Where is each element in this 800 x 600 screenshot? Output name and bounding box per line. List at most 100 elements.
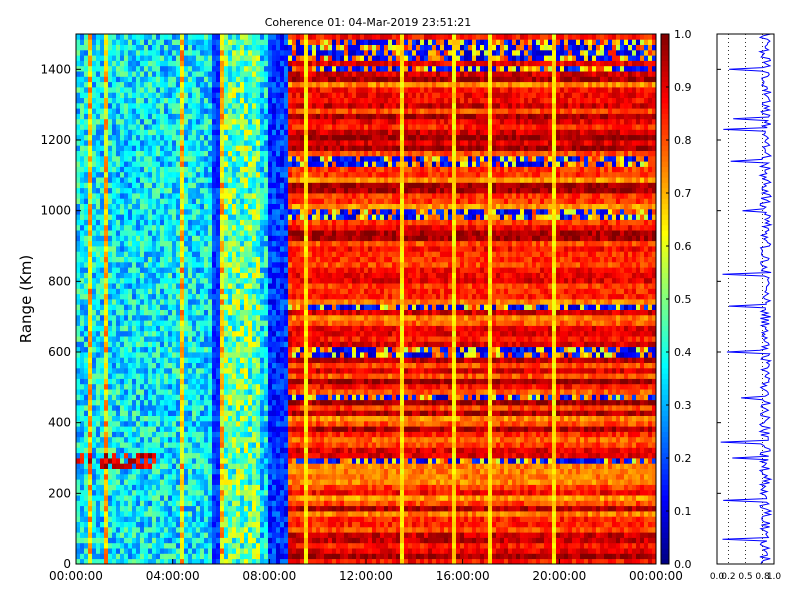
heatmap-cell	[120, 399, 125, 406]
heatmap-cell	[208, 378, 213, 385]
heatmap-cell	[168, 357, 173, 363]
heatmap-cell	[264, 97, 269, 104]
heatmap-cell	[200, 214, 205, 220]
heatmap-cell	[244, 299, 249, 305]
heatmap-cell	[216, 389, 221, 395]
heatmap-cell	[112, 373, 117, 379]
heatmap-cell	[132, 44, 137, 51]
heatmap-cell	[136, 240, 141, 247]
heatmap-cell	[128, 532, 133, 538]
heatmap-cell	[248, 314, 253, 321]
heatmap-cell	[168, 325, 173, 332]
heatmap-cell	[180, 288, 185, 295]
heatmap-cell	[212, 193, 217, 199]
heatmap-cell	[268, 55, 273, 61]
heatmap-cell	[192, 309, 197, 316]
heatmap-cell	[132, 145, 137, 151]
heatmap-cell	[200, 367, 205, 374]
heatmap-cell	[216, 532, 221, 538]
heatmap-cell	[196, 309, 201, 316]
heatmap-cell	[268, 256, 273, 263]
heatmap-cell	[156, 251, 161, 257]
heatmap-cell	[268, 203, 273, 210]
heatmap-cell	[156, 431, 161, 438]
heatmap-cell	[216, 140, 221, 146]
heatmap-cell	[112, 314, 117, 321]
heatmap-cell	[144, 463, 149, 469]
heatmap-cell	[184, 352, 189, 358]
heatmap-cell	[220, 124, 225, 130]
heatmap-cell	[164, 49, 169, 56]
heatmap-cell	[232, 542, 237, 549]
heatmap-cell	[172, 500, 177, 507]
heatmap-cell	[100, 362, 105, 369]
heatmap-cell	[132, 102, 137, 109]
heatmap-cell	[212, 145, 217, 151]
heatmap-cell	[148, 548, 153, 554]
heatmap-cell	[180, 108, 185, 114]
heatmap-cell	[240, 463, 245, 469]
heatmap-cell	[188, 140, 193, 146]
heatmap-cell	[112, 383, 117, 390]
heatmap-cell	[176, 49, 181, 56]
heatmap-cell	[76, 118, 81, 125]
heatmap-cell	[80, 394, 85, 401]
heatmap-cell	[144, 458, 149, 464]
heatmap-cell	[272, 235, 277, 242]
heatmap-cell	[180, 405, 185, 411]
heatmap-cell	[268, 246, 273, 252]
heatmap-cell	[216, 362, 221, 369]
heatmap-cell	[168, 431, 173, 438]
heatmap-cell	[204, 49, 209, 56]
heatmap-cell	[196, 352, 201, 358]
heatmap-cell	[180, 558, 185, 565]
heatmap-cell	[252, 558, 257, 565]
heatmap-cell	[232, 208, 237, 215]
heatmap-cell	[260, 325, 265, 332]
heatmap-cell	[76, 447, 81, 454]
heatmap-cell	[256, 102, 261, 109]
heatmap-cell	[128, 537, 133, 544]
heatmap-cell	[224, 415, 229, 422]
heatmap-cell	[108, 198, 113, 204]
heatmap-cell	[244, 150, 249, 157]
heatmap-cell	[240, 341, 245, 348]
heatmap-cell	[252, 373, 257, 379]
heatmap-cell	[164, 203, 169, 210]
heatmap-cell	[148, 283, 153, 289]
heatmap-cell	[188, 65, 193, 72]
heatmap-cell	[232, 442, 237, 448]
heatmap-cell	[236, 352, 241, 358]
heatmap-cell	[144, 87, 149, 93]
heatmap-cell	[268, 102, 273, 109]
heatmap-cell	[88, 336, 93, 342]
heatmap-cell	[264, 230, 269, 236]
heatmap-cell	[164, 198, 169, 204]
heatmap-cell	[232, 214, 237, 220]
heatmap-cell	[236, 293, 241, 300]
heatmap-cell	[240, 542, 245, 549]
heatmap-cell	[152, 81, 157, 88]
heatmap-cell	[180, 208, 185, 215]
heatmap-cell	[244, 65, 249, 72]
heatmap-cell	[188, 442, 193, 448]
heatmap-cell	[260, 489, 265, 496]
heatmap-cell	[268, 468, 273, 475]
heatmap-cell	[120, 113, 125, 120]
heatmap-cell	[160, 468, 165, 475]
heatmap-cell	[196, 246, 201, 252]
heatmap-cell	[260, 108, 265, 114]
heatmap-cell	[100, 399, 105, 406]
heatmap-cell	[192, 367, 197, 374]
heatmap-cell	[264, 405, 269, 411]
heatmap-cell	[112, 261, 117, 268]
heatmap-cell	[140, 447, 145, 454]
heatmap-cell	[156, 314, 161, 321]
heatmap-cell	[80, 272, 85, 279]
heatmap-cell	[160, 219, 165, 226]
heatmap-cell	[152, 246, 157, 252]
heatmap-cell	[204, 325, 209, 332]
heatmap-cell	[200, 293, 205, 300]
heatmap-cell	[220, 389, 225, 395]
